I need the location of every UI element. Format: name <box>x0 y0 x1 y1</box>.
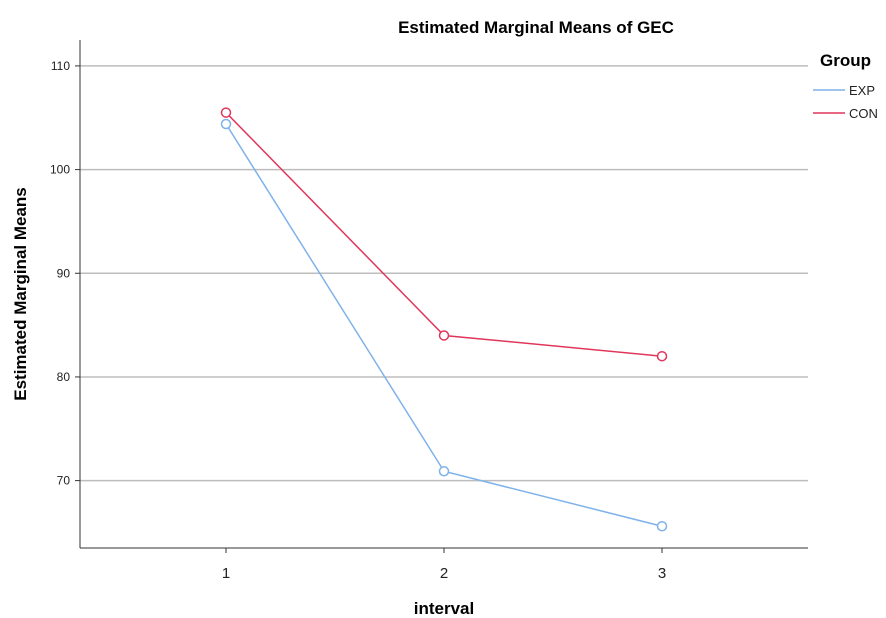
y-axis-title: Estimated Marginal Means <box>11 187 30 401</box>
legend-label: EXP <box>849 83 875 98</box>
x-tick-label: 3 <box>658 565 666 582</box>
data-point <box>656 350 668 362</box>
x-tick-label: 2 <box>440 565 448 582</box>
data-point <box>656 520 668 532</box>
gridlines <box>80 65 808 482</box>
data-point <box>438 466 450 477</box>
series-exp <box>220 118 668 532</box>
y-tick-label: 110 <box>51 59 70 73</box>
x-axis-title: interval <box>414 599 474 618</box>
chart-title: Estimated Marginal Means of GEC <box>398 18 674 37</box>
x-tick-label: 1 <box>222 565 230 582</box>
y-tick-label: 80 <box>57 370 71 384</box>
legend: Group EXP CON <box>813 51 878 121</box>
y-tick-label: 90 <box>57 266 71 280</box>
y-tick-label: 100 <box>50 163 70 177</box>
y-tick-labels: 70 80 90 100 110 <box>50 59 80 488</box>
series-line <box>225 112 663 357</box>
legend-item: CON <box>813 106 878 121</box>
series-line <box>225 123 663 527</box>
data-point <box>220 107 232 118</box>
data-point <box>220 118 232 130</box>
legend-label: CON <box>849 106 878 121</box>
legend-item: EXP <box>813 83 875 98</box>
x-tick-labels: 1 2 3 <box>222 548 666 582</box>
y-tick-label: 70 <box>57 474 71 488</box>
legend-title: Group <box>820 51 871 70</box>
series <box>220 107 668 532</box>
series-con <box>220 107 668 362</box>
data-point <box>438 330 450 341</box>
legend-items: EXP CON <box>813 83 878 121</box>
